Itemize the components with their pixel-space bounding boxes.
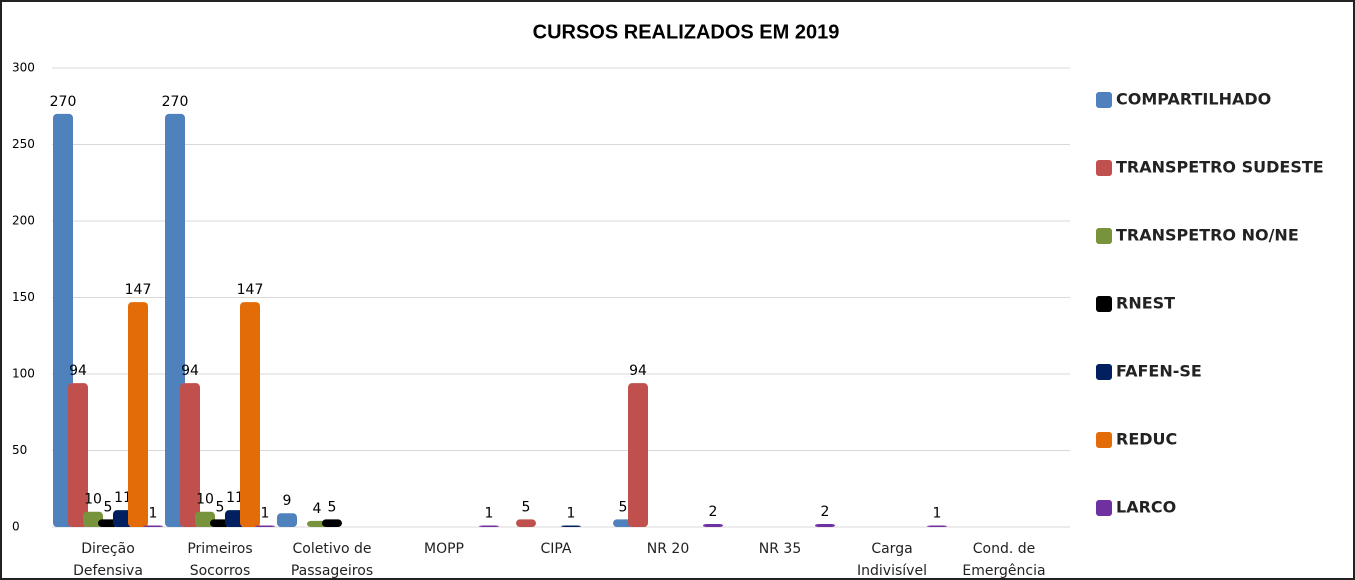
data-label: 270 xyxy=(50,94,77,110)
y-tick-label: 300 xyxy=(12,61,35,75)
data-label: 11 xyxy=(114,490,132,506)
data-label: 147 xyxy=(125,282,152,298)
bar xyxy=(255,525,275,527)
x-tick-label: Primeiros Socorros xyxy=(187,541,253,579)
legend-swatch xyxy=(1096,364,1112,380)
data-label: 10 xyxy=(84,492,102,508)
bar xyxy=(240,302,260,527)
data-label: 10 xyxy=(196,492,214,508)
bar xyxy=(815,523,835,527)
x-tick-label-box: Primeiros Socorros xyxy=(187,541,253,579)
bar xyxy=(703,523,723,527)
bar xyxy=(322,519,342,527)
x-tick-label-box: Carga Indivisível xyxy=(857,541,927,579)
bar xyxy=(479,525,499,527)
x-tick-label: Coletivo de Passageiros xyxy=(290,541,374,579)
legend-label: RNEST xyxy=(1116,294,1175,313)
bar xyxy=(277,513,297,527)
bar xyxy=(143,525,163,527)
legend-label: TRANSPETRO NO/NE xyxy=(1116,226,1299,245)
legend-swatch xyxy=(1096,92,1112,108)
y-tick-label: 150 xyxy=(12,290,35,304)
x-tick-label: Carga Indivisível xyxy=(857,541,927,579)
data-label: 4 xyxy=(313,501,322,517)
data-label: 2 xyxy=(709,504,718,520)
bar xyxy=(628,383,648,527)
chart-title: CURSOS REALIZADOS EM 2019 xyxy=(533,21,840,43)
data-label: 11 xyxy=(226,490,244,506)
legend-label: COMPARTILHADO xyxy=(1116,90,1271,109)
y-tick-label: 100 xyxy=(12,367,35,381)
data-label: 5 xyxy=(522,499,531,515)
legend-swatch xyxy=(1096,500,1112,516)
legend-swatch xyxy=(1096,432,1112,448)
data-label: 5 xyxy=(104,499,113,515)
bar xyxy=(561,525,581,527)
y-tick-label: 0 xyxy=(12,520,20,534)
data-label: 5 xyxy=(619,499,628,515)
data-label: 5 xyxy=(328,499,337,515)
bar xyxy=(516,519,536,527)
data-label: 5 xyxy=(216,499,225,515)
data-label: 1 xyxy=(567,505,576,521)
y-tick-label: 50 xyxy=(12,443,27,457)
x-tick-label-box: NR 35 xyxy=(758,541,802,557)
x-tick-label: Cond. de Emergência xyxy=(962,541,1046,579)
x-tick-label: NR 20 xyxy=(646,541,690,557)
data-label: 2 xyxy=(821,504,830,520)
legend-label: FAFEN-SE xyxy=(1116,362,1202,381)
x-tick-label-box: NR 20 xyxy=(646,541,690,557)
data-label: 1 xyxy=(261,505,270,521)
x-tick-label: Direção Defensiva xyxy=(73,541,143,579)
data-label: 94 xyxy=(69,363,87,379)
bar xyxy=(307,520,327,527)
data-label: 147 xyxy=(237,282,264,298)
x-tick-label: CIPA xyxy=(540,541,572,557)
legend-swatch xyxy=(1096,296,1112,312)
data-label: 94 xyxy=(181,363,199,379)
x-tick-label: NR 35 xyxy=(758,541,802,557)
data-label: 270 xyxy=(162,94,189,110)
legend-label: TRANSPETRO SUDESTE xyxy=(1116,158,1324,177)
bar xyxy=(927,525,947,527)
data-label: 9 xyxy=(283,493,292,509)
x-tick-label-box: Cond. de Emergência xyxy=(962,541,1046,579)
y-tick-label: 200 xyxy=(12,214,35,228)
x-tick-label: MOPP xyxy=(424,541,464,557)
data-label: 94 xyxy=(629,363,647,379)
x-tick-label-box: MOPP xyxy=(424,541,464,557)
x-tick-label-box: Coletivo de Passageiros xyxy=(290,541,374,579)
bar xyxy=(128,302,148,527)
data-label: 1 xyxy=(485,505,494,521)
legend-swatch xyxy=(1096,160,1112,176)
y-tick-label: 250 xyxy=(12,137,35,151)
legend-swatch xyxy=(1096,228,1112,244)
data-label: 1 xyxy=(933,505,942,521)
bar xyxy=(68,383,88,527)
x-tick-label-box: Direção Defensiva xyxy=(73,541,143,579)
data-label: 1 xyxy=(149,505,158,521)
x-tick-label-box: CIPA xyxy=(540,541,572,557)
legend-label: LARCO xyxy=(1116,498,1176,517)
bar xyxy=(180,383,200,527)
legend-label: REDUC xyxy=(1116,430,1177,449)
